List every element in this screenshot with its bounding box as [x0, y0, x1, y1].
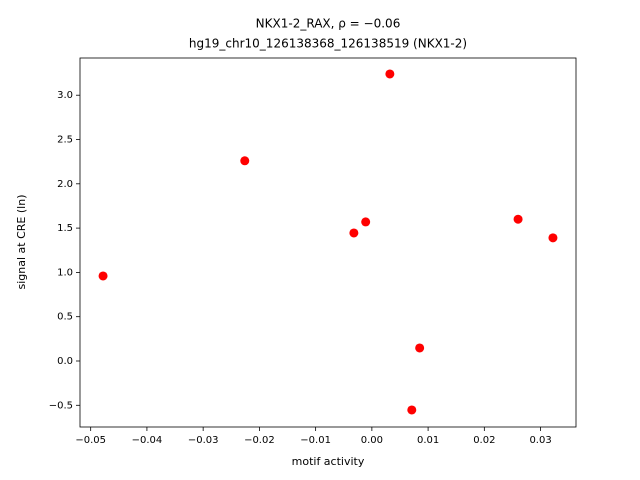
y-tick-label: 1.5: [57, 223, 73, 234]
x-axis-label: motif activity: [292, 455, 365, 468]
point: [361, 217, 371, 227]
point: [240, 156, 250, 166]
y-tick-label: −0.5: [49, 400, 73, 411]
point: [548, 233, 558, 243]
x-tick-label: −0.03: [188, 435, 219, 446]
y-tick-label: 0.5: [57, 312, 73, 323]
point: [98, 271, 108, 281]
y-tick-label: 2.0: [57, 179, 73, 190]
x-tick-label: 0.02: [473, 435, 495, 446]
x-tick-label: −0.01: [300, 435, 331, 446]
y-tick-label: 0.0: [57, 356, 73, 367]
x-tick-label: 0.01: [417, 435, 439, 446]
y-axis-label: signal at CRE (ln): [15, 195, 28, 290]
x-tick-label: 0.03: [529, 435, 551, 446]
x-tick-label: −0.05: [75, 435, 106, 446]
point: [407, 405, 417, 415]
x-tick-label: 0.00: [361, 435, 383, 446]
chart-title: NKX1-2_RAX, ρ = −0.06: [256, 17, 401, 31]
chart-subtitle: hg19_chr10_126138368_126138519 (NKX1-2): [189, 37, 467, 51]
point: [385, 69, 395, 79]
x-tick-label: −0.02: [244, 435, 275, 446]
point: [415, 343, 425, 353]
x-tick-label: −0.04: [132, 435, 163, 446]
plot-frame: [79, 57, 577, 428]
point: [513, 214, 523, 224]
y-tick-label: 1.0: [57, 267, 73, 278]
y-tick-label: 2.5: [57, 135, 73, 146]
point: [349, 228, 359, 238]
y-tick-label: 3.0: [57, 90, 73, 101]
